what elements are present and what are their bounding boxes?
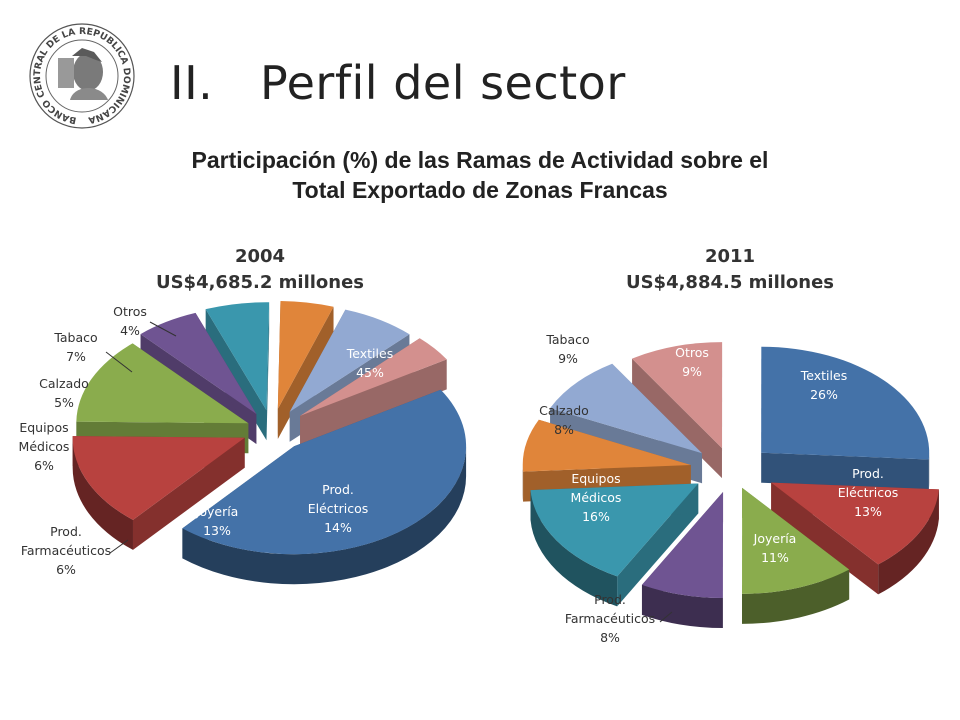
data-label-electricos: Prod. Eléctricos 14% — [308, 482, 368, 535]
leader-line-tabaco — [105, 351, 133, 373]
data-label-tabaco: Tabaco 7% — [53, 330, 97, 364]
slice-joyeria-top — [76, 343, 249, 424]
slice-electricos-top — [771, 482, 939, 565]
slice-joyeria — [742, 487, 850, 624]
slice-textiles-wall-1 — [761, 452, 929, 490]
slice-calzado-top — [277, 300, 334, 409]
data-label-farmaceuticos: Prod. Farmacéuticos 6% — [21, 524, 111, 577]
slice-joyeria-top — [742, 487, 850, 594]
pie-2011: Textiles 26% Prod. Eléctricos 13% Joyería 11% P… — [522, 332, 939, 645]
slice-calzado — [277, 300, 334, 439]
slice-joyeria-edge-0 — [742, 569, 850, 624]
slice-farmaceuticos-top — [641, 491, 724, 598]
seal-outer-ring — [29, 23, 135, 129]
data-label-equipos: Equipos Médicos 6% — [19, 420, 70, 473]
slice-electricos-edge-0 — [878, 489, 939, 595]
heading-number: II. — [170, 56, 214, 110]
slice-farmaceuticos-top — [140, 312, 257, 414]
subtitle-line-1: Participación (%) de las Ramas de Activi… — [191, 147, 769, 173]
slice-equipos-top — [205, 302, 270, 411]
seal-inner-ring — [45, 39, 119, 113]
pie-2004-title: 2004 US$4,685.2 millones — [150, 244, 370, 296]
slice-tabaco-top — [289, 309, 410, 412]
data-label-equipos: Equipos Médicos 16% — [571, 471, 622, 524]
slice-otros-top — [300, 338, 447, 416]
slice-textiles-edge-0 — [182, 446, 467, 585]
data-label-joyeria: Joyería 11% — [753, 531, 797, 565]
slice-electricos-edge-0 — [72, 437, 133, 550]
leader-line-farmaceuticos — [109, 539, 129, 554]
slice-otros — [632, 342, 723, 479]
banco-central-seal-logo: BANCO CENTRAL DE LA REPUBLICA DOMINICANA — [29, 23, 135, 129]
data-label-calzado: Calzado 5% — [39, 376, 89, 410]
chart-subtitle: Participación (%) de las Ramas de Activi… — [80, 145, 880, 205]
slice-calzado-wall-1 — [277, 306, 334, 439]
data-label-tabaco: Tabaco 9% — [545, 332, 589, 366]
slice-otros-wall-0 — [632, 358, 722, 479]
slice-textiles-top — [182, 389, 467, 555]
leader-line-otros — [149, 321, 177, 337]
slice-otros — [300, 338, 447, 446]
slice-tabaco-top — [550, 363, 703, 454]
slice-electricos — [72, 436, 245, 550]
slice-equipos-top — [530, 483, 699, 577]
slide-heading: II. Perfil del sector — [170, 56, 626, 110]
slice-equipos-edge-0 — [530, 490, 618, 607]
slice-textiles — [761, 346, 930, 490]
data-label-farmaceuticos: Prod. Farmacéuticos 8% — [565, 592, 655, 645]
slice-otros-top — [632, 342, 723, 449]
slice-textiles — [182, 389, 467, 585]
data-label-textiles: Textiles 26% — [800, 368, 847, 402]
heading-text: Perfil del sector — [260, 56, 626, 110]
slice-electricos — [771, 482, 939, 595]
slice-farmaceuticos — [641, 491, 724, 628]
pie-2004: Textiles 45% Prod. Eléctricos 14% Joyería 13% P… — [19, 300, 467, 585]
seal-portrait-icon — [58, 48, 108, 100]
slice-electricos-wall-1 — [771, 482, 879, 595]
pie-2004-total: US$4,685.2 millones — [155, 272, 365, 293]
slice-farmaceuticos-edge-0 — [641, 584, 723, 628]
slice-calzado-top — [522, 419, 691, 472]
data-label-otros: Otros 9% — [675, 345, 709, 379]
slice-equipos — [530, 483, 699, 607]
subtitle-line-2: Total Exportado de Zonas Francas — [292, 177, 668, 203]
pie-2011-total: US$4,884.5 millones — [625, 272, 835, 293]
slice-textiles-top — [761, 346, 930, 460]
leader-line-farmaceuticos — [659, 611, 673, 623]
data-label-calzado: Calzado 8% — [539, 403, 589, 437]
pie-2011-year: 2011 — [704, 246, 756, 267]
slice-electricos-top — [72, 436, 245, 520]
data-label-electricos: Prod. Eléctricos 13% — [838, 466, 898, 519]
data-label-textiles: Textiles 45% — [346, 346, 393, 380]
pie-2011-title: 2011 US$4,884.5 millones — [600, 244, 860, 296]
data-label-joyeria: Joyería 13% — [195, 504, 239, 538]
pie-2004-year: 2004 — [234, 246, 286, 267]
slice-equipos-wall-1 — [266, 302, 270, 441]
slice-otros-wall-1 — [300, 359, 447, 446]
data-label-otros: Otros 4% — [113, 304, 147, 338]
